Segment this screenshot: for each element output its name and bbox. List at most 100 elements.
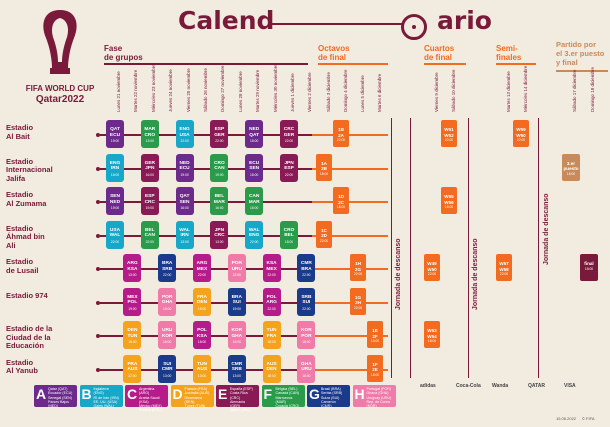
team-code: KSA — [266, 261, 277, 266]
match-badge[interactable]: POR GHA 19:00 — [158, 287, 177, 316]
qf-match-badge[interactable]: W53 W54 18:00 — [424, 321, 440, 348]
match-badge[interactable]: MAR CRO 13:00 — [140, 120, 159, 148]
match-badge[interactable]: BEL MAR 16:00 — [210, 187, 229, 215]
match-badge[interactable]: TUN FRA 18:00 — [262, 321, 281, 349]
match-badge[interactable]: BEL CAN 22:00 — [140, 220, 159, 249]
match-badge[interactable]: TUN AUS 13:00 — [193, 354, 211, 383]
match-badge[interactable]: BRA SUI 19:00 — [227, 287, 246, 316]
r16-match-badge[interactable]: 1F 2E 18:00 — [367, 354, 383, 382]
match-badge[interactable]: QAT ECU 19:00 — [106, 120, 124, 148]
match-badge[interactable]: ESP GER 22:00 — [210, 120, 229, 148]
group-team: Bélgica (BEL) — [275, 387, 298, 391]
r16-match-badge[interactable]: 1D 2C 18:00 — [333, 187, 349, 214]
r16-match-badge[interactable]: 1G 2H 22:00 — [350, 287, 366, 315]
match-badge[interactable]: SUI CMR 13:00 — [158, 354, 177, 383]
kickoff-time: 13:00 — [145, 139, 154, 143]
stadium-row-line-ko — [312, 201, 388, 203]
match-badge[interactable]: ARG KSA 13:00 — [123, 254, 142, 282]
team-code: IRN — [110, 166, 120, 171]
group-legend-f: F Bélgica (BEL) Canadá (CAN) Marruecos (MAR… — [261, 385, 305, 408]
match-badge[interactable]: ENG USA 22:00 — [175, 120, 194, 148]
match-badge[interactable]: KOR GHA 16:00 — [227, 321, 246, 349]
match-badge[interactable]: POR URU 22:00 — [227, 254, 246, 282]
r16-match-badge[interactable]: 1B 2A 22:00 — [333, 120, 349, 147]
match-badge[interactable]: WAL ENG 22:00 — [245, 220, 264, 249]
match-badge[interactable]: JPN CRC 13:00 — [210, 220, 229, 249]
group-legend-h: H Portugal (POR) Ghana (GHA) Uruguay (URU) R… — [352, 385, 396, 408]
r16-date-3: Martes 6 diciembre — [377, 72, 417, 112]
match-badge[interactable]: CMR BRA 22:00 — [297, 254, 316, 282]
match-badge[interactable]: URU KOR 16:00 — [158, 321, 177, 349]
kickoff-time: 16:00 — [197, 340, 207, 344]
match-badge[interactable]: NED ECU 19:00 — [175, 153, 194, 182]
row-marker-icon — [96, 267, 100, 271]
row-marker-icon — [96, 166, 100, 171]
match-badge[interactable]: USA WAL 22:00 — [106, 220, 124, 249]
date-label: Miércoles 23 noviembre — [150, 64, 156, 112]
qf-match-badge[interactable]: W55 W56 18:00 — [441, 187, 457, 214]
footer-date: 15.06.2022 — [556, 416, 577, 421]
match-badge[interactable]: WAL IRN 13:00 — [175, 220, 194, 249]
match-badge[interactable]: MEX POL 19:00 — [123, 287, 142, 316]
kickoff-time: 22:00 — [250, 239, 259, 244]
r16-match-badge[interactable]: 1H 2G 22:00 — [350, 254, 366, 281]
date-label: Lunes 5 diciembre — [360, 75, 365, 112]
match-badge[interactable]: GHA URU 18:00 — [297, 354, 316, 383]
match-badge[interactable]: KSA MEX 22:00 — [262, 254, 281, 282]
kickoff-time: 16:00 — [180, 206, 189, 210]
team-code: GHA — [231, 333, 243, 339]
match-badge[interactable]: CRO CAN 19:00 — [210, 153, 229, 182]
team-code: TUN — [197, 361, 207, 367]
date-label: Viernes 9 diciembre — [434, 72, 439, 112]
match-badge[interactable]: FRA AUS 22:00 — [123, 354, 142, 383]
kickoff-time: 22:00 — [319, 238, 329, 243]
match-badge[interactable]: JPN ESP 22:00 — [280, 153, 298, 182]
match-badge[interactable]: BRA SRB 22:00 — [158, 254, 177, 282]
match-badge[interactable]: SRB SUI 22:00 — [297, 287, 316, 316]
r16-match-badge[interactable]: 1C 2D 22:00 — [316, 220, 332, 248]
kickoff-time: 22:00 — [267, 273, 276, 277]
match-badge[interactable]: SEN NED 19:00 — [106, 187, 124, 215]
match-badge[interactable]: DEN TUN 16:00 — [123, 321, 142, 349]
match-badge[interactable]: CAN MAR 18:00 — [245, 187, 264, 215]
match-badge[interactable]: ECU SEN 18:00 — [245, 153, 264, 182]
qf-match-badge[interactable]: W49 W50 22:00 — [424, 254, 440, 281]
match-badge[interactable]: FRA DEN 19:00 — [193, 287, 211, 316]
team-code: SEN — [110, 194, 120, 199]
final-match-badge[interactable]: 3.er puesto 18:00 — [562, 153, 580, 181]
r16-match-badge[interactable]: 1E 2F 18:00 — [367, 321, 383, 348]
kickoff-time: 19:00 — [110, 206, 120, 210]
match-badge[interactable]: POL KSA 16:00 — [193, 321, 211, 349]
team-code: GER — [283, 132, 295, 138]
match-badge[interactable]: ARG MEX 22:00 — [193, 254, 211, 282]
kickoff-time: 22:00 — [215, 139, 224, 143]
match-badge[interactable]: POL ARG 22:00 — [262, 287, 281, 316]
date-label: Sábado 26 noviembre — [203, 67, 208, 112]
match-badge[interactable]: ENG IRN 16:00 — [106, 153, 124, 182]
group-team: Qatar (QAT) — [48, 387, 68, 391]
kickoff-time: 18:00 — [444, 205, 454, 209]
group-team: Arabia Saudí (KSA) — [139, 395, 160, 404]
match-badge[interactable]: ESP CRC 19:00 — [140, 187, 159, 215]
sf-match-badge[interactable]: W57 W58 22:00 — [496, 254, 512, 281]
group-letter: E — [218, 386, 228, 402]
match-badge[interactable]: AUS DEN 18:00 — [262, 354, 281, 383]
qf-match-badge[interactable]: W51 W52 22:00 — [441, 120, 457, 147]
match-badge[interactable]: CRO BEL 18:00 — [280, 220, 298, 249]
r16-match-badge[interactable]: 1A 2B 18:00 — [316, 153, 332, 181]
match-badge[interactable]: GER JPN 16:00 — [140, 153, 159, 182]
sf-match-badge[interactable]: W59 W60 22:00 — [513, 120, 529, 147]
team-code: CAN — [248, 194, 260, 199]
team-code: MAR — [248, 199, 260, 205]
final-match-badge[interactable]: final 18:00 — [580, 254, 598, 281]
row-marker-icon — [96, 334, 100, 338]
team-code: FRA — [197, 294, 207, 300]
match-badge[interactable]: CMR SRB 13:00 — [227, 354, 246, 383]
match-badge[interactable]: CRC GER 22:00 — [280, 120, 298, 148]
match-badge[interactable]: KOR POR 18:00 — [297, 321, 316, 349]
slot-code: 2A — [338, 132, 344, 138]
date-label: Martes 29 noviembre — [255, 69, 261, 112]
match-badge[interactable]: NED QAT 18:00 — [245, 120, 264, 148]
match-badge[interactable]: QAT SEN 16:00 — [175, 187, 194, 215]
team-code: ARG — [127, 261, 138, 266]
